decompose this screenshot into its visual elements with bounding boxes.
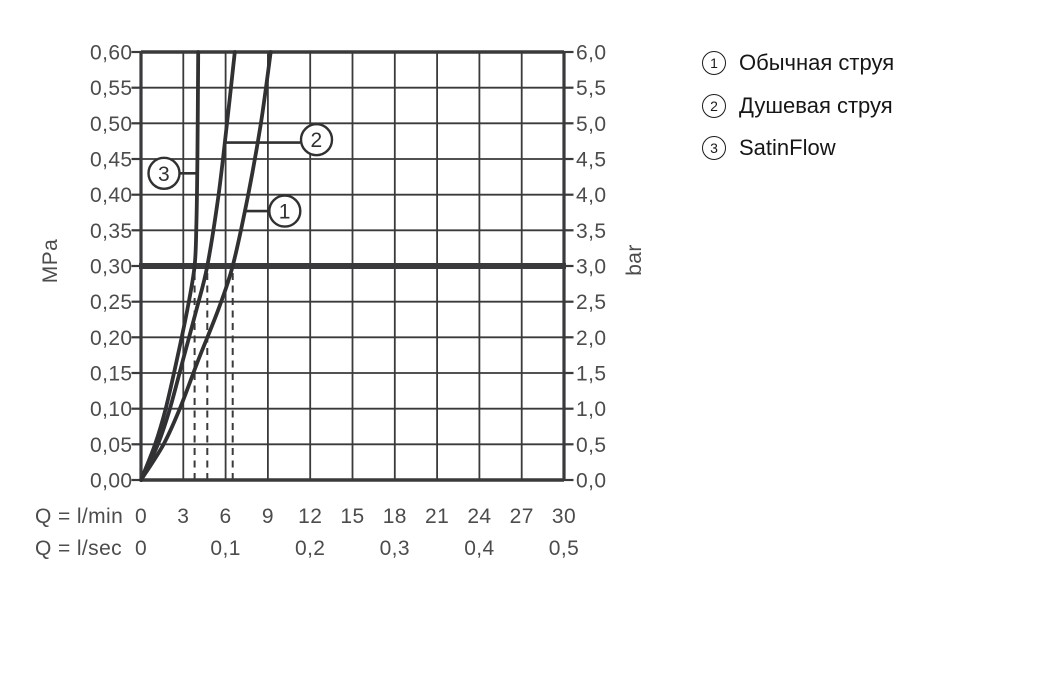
x-tick-label-lsec: 0,1	[210, 537, 240, 560]
y-left-tick-label: 0,60	[90, 42, 132, 65]
y-left-tick-label: 0,20	[90, 327, 132, 350]
x-tick-label-lsec: 0,4	[464, 537, 494, 560]
y-right-tick-label: 2,5	[576, 291, 606, 314]
y-right-tick-label: 5,5	[576, 77, 606, 100]
y-right-tick-label: 1,5	[576, 363, 606, 386]
legend-number-3-icon: 3	[702, 136, 726, 160]
x-axis-unit-lmin: Q = l/min	[35, 505, 124, 528]
y-right-tick-label: 1,0	[576, 398, 606, 421]
y-right-tick-label: 6,0	[576, 42, 606, 65]
y-left-tick-label: 0,10	[90, 398, 132, 421]
x-tick-label-lmin: 0	[135, 505, 147, 528]
y-left-tick-label: 0,50	[90, 113, 132, 136]
y-right-tick-label: 3,0	[576, 256, 606, 279]
callout-circle-2	[299, 122, 334, 157]
y-left-tick-label: 0,35	[90, 220, 132, 243]
x-tick-label-lmin: 24	[467, 505, 491, 528]
curve-3	[139, 50, 201, 482]
legend-label: Душевая струя	[739, 93, 893, 118]
y-left-tick-label: 0,45	[90, 149, 132, 172]
curve-2	[139, 50, 237, 482]
x-tick-label-lmin: 9	[262, 505, 274, 528]
x-axis-unit-lsec: Q = l/sec	[35, 537, 123, 560]
legend-item-normal-spray: 1 Обычная струя	[702, 50, 894, 76]
callout-circle-1	[268, 194, 302, 228]
y-left-tick-label: 0,15	[90, 363, 132, 386]
y-right-tick-label: 5,0	[576, 113, 606, 136]
y-right-tick-label: 3,5	[576, 220, 606, 243]
legend-number-2-icon: 2	[702, 94, 726, 118]
callout-circle-3	[147, 156, 181, 191]
y-right-tick-label: 4,0	[576, 184, 606, 207]
legend-number-1-icon: 1	[702, 51, 726, 75]
legend-label: Обычная струя	[739, 50, 895, 75]
y-left-tick-label: 0,05	[90, 434, 132, 457]
x-tick-label-lmin: 3	[177, 505, 189, 528]
x-tick-label-lmin: 30	[552, 505, 576, 528]
y-right-tick-label: 2,0	[576, 327, 606, 350]
y-right-axis-unit-bar: bar	[623, 244, 646, 276]
y-left-tick-label: 0,00	[90, 470, 132, 493]
x-tick-label-lmin: 15	[340, 505, 364, 528]
x-tick-label-lmin: 27	[510, 505, 534, 528]
curve-1	[139, 50, 273, 482]
y-right-tick-label: 4,5	[576, 149, 606, 172]
x-tick-label-lmin: 18	[383, 505, 407, 528]
y-left-axis-unit-mpa: MPa	[39, 238, 62, 284]
legend-item-shower-spray: 2 Душевая струя	[702, 93, 893, 119]
x-tick-label-lsec: 0	[135, 537, 147, 560]
y-left-tick-label: 0,40	[90, 184, 132, 207]
y-left-tick-label: 0,25	[90, 291, 132, 314]
callout-number-2: 2	[310, 129, 322, 152]
callout-number-3: 3	[158, 163, 170, 186]
x-tick-label-lsec: 0,5	[549, 537, 579, 560]
x-tick-label-lmin: 21	[425, 505, 449, 528]
callout-number-1: 1	[279, 201, 291, 224]
x-tick-label-lmin: 12	[298, 505, 322, 528]
y-left-tick-label: 0,30	[90, 256, 132, 279]
y-right-tick-label: 0,0	[576, 470, 606, 493]
y-right-tick-label: 0,5	[576, 434, 606, 457]
x-tick-label-lsec: 0,3	[380, 537, 410, 560]
y-left-tick-label: 0,55	[90, 77, 132, 100]
legend-label: SatinFlow	[739, 135, 836, 160]
legend-item-satinflow: 3 SatinFlow	[702, 135, 836, 161]
x-tick-label-lmin: 6	[220, 505, 232, 528]
x-tick-label-lsec: 0,2	[295, 537, 325, 560]
